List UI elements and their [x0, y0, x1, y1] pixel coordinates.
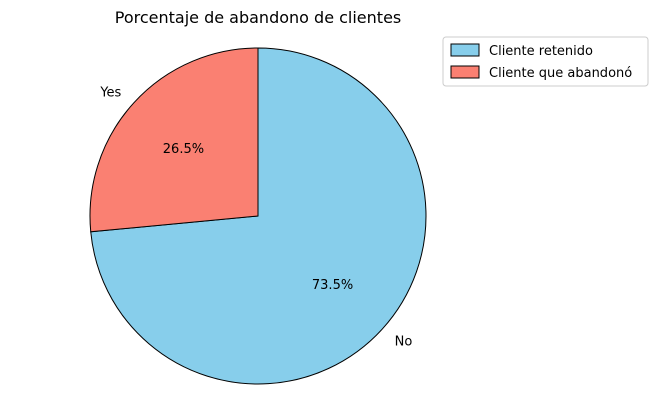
legend-label-abandono: Cliente que abandonó — [489, 66, 632, 81]
legend-label-retenido: Cliente retenido — [489, 44, 593, 59]
pie-category-label-no: No — [395, 334, 413, 349]
pie-pct-label-yes: 26.5% — [163, 142, 204, 157]
legend-swatch-abandono — [450, 65, 480, 79]
legend-swatch-retenido — [450, 43, 480, 57]
pie-slice-yes — [89, 47, 259, 233]
pie-slices — [89, 47, 427, 385]
pie-labels: 73.5% No 26.5% Yes — [99, 86, 412, 350]
pie-category-label-yes: Yes — [99, 86, 121, 101]
chart-title: Porcentaje de abandono de clientes — [115, 8, 402, 27]
legend: Cliente retenido Cliente que abandonó — [442, 36, 649, 87]
pie-pct-label-no: 73.5% — [312, 278, 353, 293]
legend-frame — [442, 36, 649, 87]
